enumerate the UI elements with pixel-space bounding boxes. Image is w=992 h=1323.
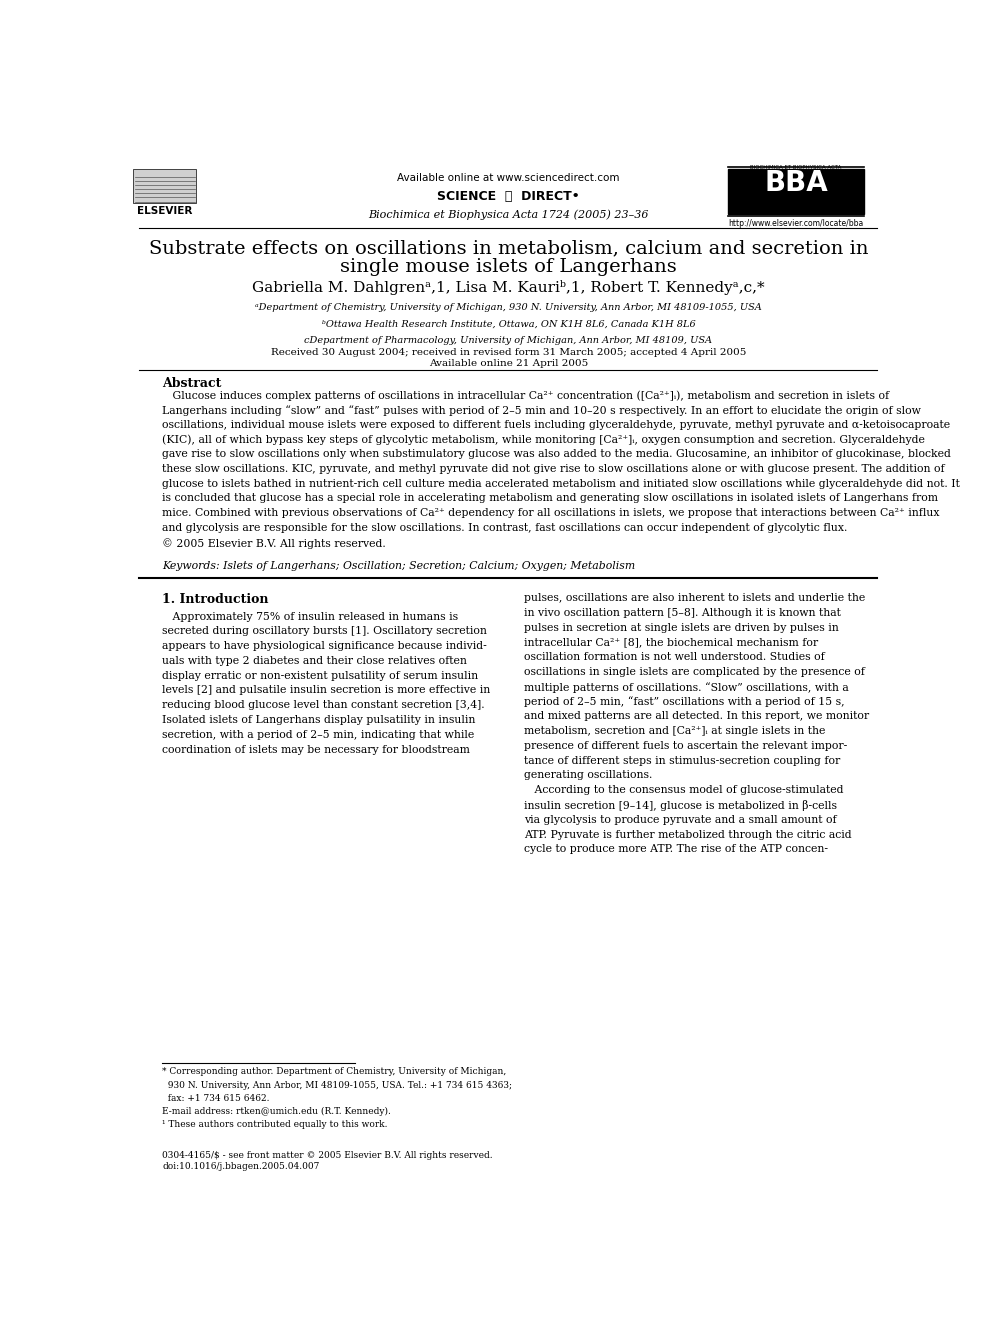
Text: ATP. Pyruvate is further metabolized through the citric acid: ATP. Pyruvate is further metabolized thr…: [524, 830, 851, 840]
Text: oscillations, individual mouse islets were exposed to different fuels including : oscillations, individual mouse islets we…: [163, 419, 950, 430]
Text: (KIC), all of which bypass key steps of glycolytic metabolism, while monitoring : (KIC), all of which bypass key steps of …: [163, 434, 926, 445]
Text: 930 N. University, Ann Arbor, MI 48109-1055, USA. Tel.: +1 734 615 4363;: 930 N. University, Ann Arbor, MI 48109-1…: [163, 1081, 513, 1090]
Text: display erratic or non-existent pulsatility of serum insulin: display erratic or non-existent pulsatil…: [163, 671, 478, 680]
Text: doi:10.1016/j.bbagen.2005.04.007: doi:10.1016/j.bbagen.2005.04.007: [163, 1162, 319, 1171]
Text: in vivo oscillation pattern [5–8]. Although it is known that: in vivo oscillation pattern [5–8]. Altho…: [524, 609, 840, 618]
Text: and glycolysis are responsible for the slow oscillations. In contrast, fast osci: and glycolysis are responsible for the s…: [163, 523, 848, 533]
Text: cycle to produce more ATP. The rise of the ATP concen-: cycle to produce more ATP. The rise of t…: [524, 844, 827, 855]
Text: generating oscillations.: generating oscillations.: [524, 770, 652, 781]
Text: appears to have physiological significance because individ-: appears to have physiological significan…: [163, 642, 487, 651]
Text: presence of different fuels to ascertain the relevant impor-: presence of different fuels to ascertain…: [524, 741, 847, 751]
Text: fax: +1 734 615 6462.: fax: +1 734 615 6462.: [163, 1094, 270, 1103]
Text: oscillations in single islets are complicated by the presence of: oscillations in single islets are compli…: [524, 667, 865, 677]
Text: pulses in secretion at single islets are driven by pulses in: pulses in secretion at single islets are…: [524, 623, 838, 632]
Text: insulin secretion [9–14], glucose is metabolized in β-cells: insulin secretion [9–14], glucose is met…: [524, 800, 837, 811]
Text: intracellular Ca²⁺ [8], the biochemical mechanism for: intracellular Ca²⁺ [8], the biochemical …: [524, 638, 817, 647]
Text: ¹ These authors contributed equally to this work.: ¹ These authors contributed equally to t…: [163, 1121, 388, 1130]
Text: Substrate effects on oscillations in metabolism, calcium and secretion in: Substrate effects on oscillations in met…: [149, 239, 868, 257]
Text: Biochimica et Biophysica Acta 1724 (2005) 23–36: Biochimica et Biophysica Acta 1724 (2005…: [368, 209, 649, 220]
Text: Glucose induces complex patterns of oscillations in intracellular Ca²⁺ concentra: Glucose induces complex patterns of osci…: [163, 390, 890, 401]
Text: cDepartment of Pharmacology, University of Michigan, Ann Arbor, MI 48109, USA: cDepartment of Pharmacology, University …: [305, 336, 712, 345]
Text: ᵃDepartment of Chemistry, University of Michigan, 930 N. University, Ann Arbor, : ᵃDepartment of Chemistry, University of …: [255, 303, 762, 312]
Text: Available online at www.sciencedirect.com: Available online at www.sciencedirect.co…: [397, 173, 620, 183]
Text: reducing blood glucose level than constant secretion [3,4].: reducing blood glucose level than consta…: [163, 700, 485, 710]
Text: Approximately 75% of insulin released in humans is: Approximately 75% of insulin released in…: [163, 611, 458, 622]
Text: and mixed patterns are all detected. In this report, we monitor: and mixed patterns are all detected. In …: [524, 712, 869, 721]
Text: metabolism, secretion and [Ca²⁺]ᵢ at single islets in the: metabolism, secretion and [Ca²⁺]ᵢ at sin…: [524, 726, 825, 736]
Text: ELSEVIER: ELSEVIER: [137, 205, 192, 216]
Bar: [133, 169, 196, 202]
Text: Keywords: Islets of Langerhans; Oscillation; Secretion; Calcium; Oxygen; Metabol: Keywords: Islets of Langerhans; Oscillat…: [163, 561, 636, 570]
Text: Gabriella M. Dahlgrenᵃ,1, Lisa M. Kauriᵇ,1, Robert T. Kennedyᵃ,c,*: Gabriella M. Dahlgrenᵃ,1, Lisa M. Kauriᵇ…: [252, 280, 765, 295]
Text: secretion, with a period of 2–5 min, indicating that while: secretion, with a period of 2–5 min, ind…: [163, 730, 475, 740]
Text: BBA: BBA: [764, 169, 827, 197]
Text: BIOCHIMICA ET BIOPHYSICA ACTA: BIOCHIMICA ET BIOPHYSICA ACTA: [750, 165, 841, 169]
Text: tance of different steps in stimulus-secretion coupling for: tance of different steps in stimulus-sec…: [524, 755, 840, 766]
Text: 0304-4165/$ - see front matter © 2005 Elsevier B.V. All rights reserved.: 0304-4165/$ - see front matter © 2005 El…: [163, 1151, 493, 1160]
Text: these slow oscillations. KIC, pyruvate, and methyl pyruvate did not give rise to: these slow oscillations. KIC, pyruvate, …: [163, 464, 945, 474]
Text: pulses, oscillations are also inherent to islets and underlie the: pulses, oscillations are also inherent t…: [524, 593, 865, 603]
Text: mice. Combined with previous observations of Ca²⁺ dependency for all oscillation: mice. Combined with previous observation…: [163, 508, 940, 519]
Text: 1. Introduction: 1. Introduction: [163, 593, 269, 606]
Text: secreted during oscillatory bursts [1]. Oscillatory secretion: secreted during oscillatory bursts [1]. …: [163, 626, 487, 636]
Text: Abstract: Abstract: [163, 377, 222, 390]
Text: Langerhans including “slow” and “fast” pulses with period of 2–5 min and 10–20 s: Langerhans including “slow” and “fast” p…: [163, 405, 922, 415]
Text: http://www.elsevier.com/locate/bba: http://www.elsevier.com/locate/bba: [728, 218, 864, 228]
Text: Isolated islets of Langerhans display pulsatility in insulin: Isolated islets of Langerhans display pu…: [163, 714, 476, 725]
Text: single mouse islets of Langerhans: single mouse islets of Langerhans: [340, 258, 677, 275]
Text: oscillation formation is not well understood. Studies of: oscillation formation is not well unders…: [524, 652, 824, 663]
Text: Available online 21 April 2005: Available online 21 April 2005: [429, 360, 588, 368]
Text: multiple patterns of oscillations. “Slow” oscillations, with a: multiple patterns of oscillations. “Slow…: [524, 681, 848, 693]
Text: via glycolysis to produce pyruvate and a small amount of: via glycolysis to produce pyruvate and a…: [524, 815, 836, 824]
Text: uals with type 2 diabetes and their close relatives often: uals with type 2 diabetes and their clos…: [163, 656, 467, 665]
Bar: [727, 169, 864, 214]
Text: period of 2–5 min, “fast” oscillations with a period of 15 s,: period of 2–5 min, “fast” oscillations w…: [524, 697, 844, 708]
Text: coordination of islets may be necessary for bloodstream: coordination of islets may be necessary …: [163, 745, 470, 754]
Text: According to the consensus model of glucose-stimulated: According to the consensus model of gluc…: [524, 786, 843, 795]
Text: E-mail address: rtken@umich.edu (R.T. Kennedy).: E-mail address: rtken@umich.edu (R.T. Ke…: [163, 1107, 391, 1117]
Text: * Corresponding author. Department of Chemistry, University of Michigan,: * Corresponding author. Department of Ch…: [163, 1068, 507, 1077]
Text: gave rise to slow oscillations only when substimulatory glucose was also added t: gave rise to slow oscillations only when…: [163, 448, 951, 459]
Text: SCIENCE  ⓐ  DIRECT•: SCIENCE ⓐ DIRECT•: [437, 191, 579, 204]
Text: © 2005 Elsevier B.V. All rights reserved.: © 2005 Elsevier B.V. All rights reserved…: [163, 537, 386, 549]
Text: is concluded that glucose has a special role in accelerating metabolism and gene: is concluded that glucose has a special …: [163, 493, 938, 504]
Text: glucose to islets bathed in nutrient-rich cell culture media accelerated metabol: glucose to islets bathed in nutrient-ric…: [163, 479, 960, 488]
Text: Received 30 August 2004; received in revised form 31 March 2005; accepted 4 Apri: Received 30 August 2004; received in rev…: [271, 348, 746, 357]
Text: ᵇOttawa Health Research Institute, Ottawa, ON K1H 8L6, Canada K1H 8L6: ᵇOttawa Health Research Institute, Ottaw…: [321, 320, 695, 328]
Text: levels [2] and pulsatile insulin secretion is more effective in: levels [2] and pulsatile insulin secreti…: [163, 685, 491, 696]
